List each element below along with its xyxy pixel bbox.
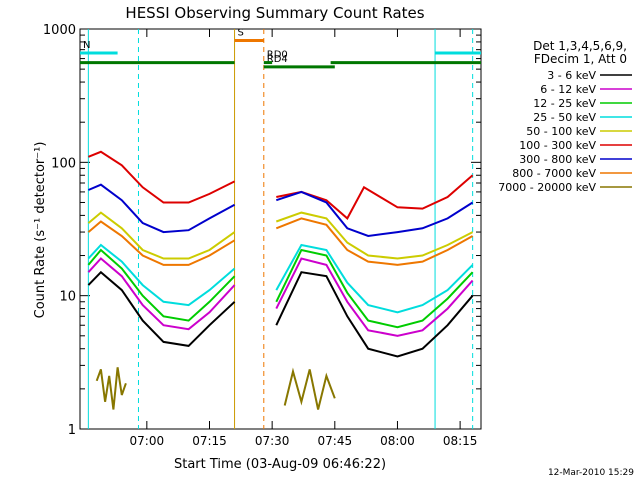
series-line <box>87 257 236 331</box>
y-tick-label: 100 <box>51 156 76 171</box>
series-line <box>87 220 236 266</box>
legend-label: 25 - 50 keV <box>533 111 596 124</box>
series-line <box>275 190 474 238</box>
state-bar-label: RD0 <box>267 50 288 61</box>
footer-timestamp: 12-Mar-2010 15:29 <box>548 468 634 478</box>
series-line <box>275 271 474 358</box>
x-tick-label: 08:15 <box>443 434 478 448</box>
legend-label: 7000 - 20000 keV <box>498 181 596 194</box>
series-300-800-kev <box>88 183 474 238</box>
chart-title: HESSI Observing Summary Count Rates <box>125 4 424 22</box>
legend-label: 6 - 12 keV <box>540 83 596 96</box>
series-50-100-kev <box>87 211 474 260</box>
y-axis-label: Count Rate (s⁻¹ detector⁻¹) <box>33 142 48 319</box>
series-line <box>283 367 336 410</box>
legend-label: 100 - 300 keV <box>519 139 596 152</box>
series-line <box>275 211 474 260</box>
series-line <box>87 248 236 322</box>
y-tick-label: 1 <box>68 423 76 438</box>
series-7000-20000-kev <box>95 367 336 410</box>
series-line <box>275 248 474 329</box>
series-line <box>87 270 236 347</box>
legend-label: 3 - 6 keV <box>547 69 596 82</box>
plot-frame <box>79 28 482 430</box>
series-6-12-kev <box>87 257 474 337</box>
series-line <box>88 150 236 204</box>
series-line <box>276 174 474 220</box>
series-25-50-kev <box>87 243 474 314</box>
legend-header-line-2: FDecim 1, Att 0 <box>534 52 627 66</box>
y-tick-label: 1000 <box>43 23 76 38</box>
series-12-25-kev <box>87 248 474 329</box>
state-bar-label: S <box>238 27 244 38</box>
x-tick-label: 07:00 <box>130 434 165 448</box>
series-line <box>87 243 236 307</box>
legend-label: 50 - 100 keV <box>526 125 596 138</box>
y-tick-label: 10 <box>59 290 76 305</box>
x-axis-label: Start Time (03-Aug-09 06:46:22) <box>174 457 386 472</box>
legend: Det 1,3,4,5,6,9, FDecim 1, Att 0 3 - 6 k… <box>498 39 632 194</box>
series-line <box>275 217 474 266</box>
state-bar-label: RD4 <box>267 54 288 65</box>
x-tick-label: 07:45 <box>318 434 353 448</box>
x-tick-label: 08:00 <box>380 434 415 448</box>
legend-header-line-1: Det 1,3,4,5,6,9, <box>533 39 627 53</box>
series-3-6-kev <box>87 270 474 358</box>
x-tick-label: 07:15 <box>192 434 227 448</box>
series-line <box>88 183 236 234</box>
series-800-7000-kev <box>87 217 474 266</box>
legend-label: 300 - 800 keV <box>519 153 596 166</box>
state-bar-label: N <box>83 40 90 51</box>
series-line <box>275 243 474 314</box>
series-100-300-kev <box>88 150 474 220</box>
series-line <box>87 211 236 260</box>
series-line <box>95 367 127 410</box>
legend-label: 12 - 25 keV <box>533 97 596 110</box>
series-line <box>275 257 474 337</box>
x-tick-label: 07:30 <box>255 434 290 448</box>
legend-label: 800 - 7000 keV <box>512 167 596 180</box>
